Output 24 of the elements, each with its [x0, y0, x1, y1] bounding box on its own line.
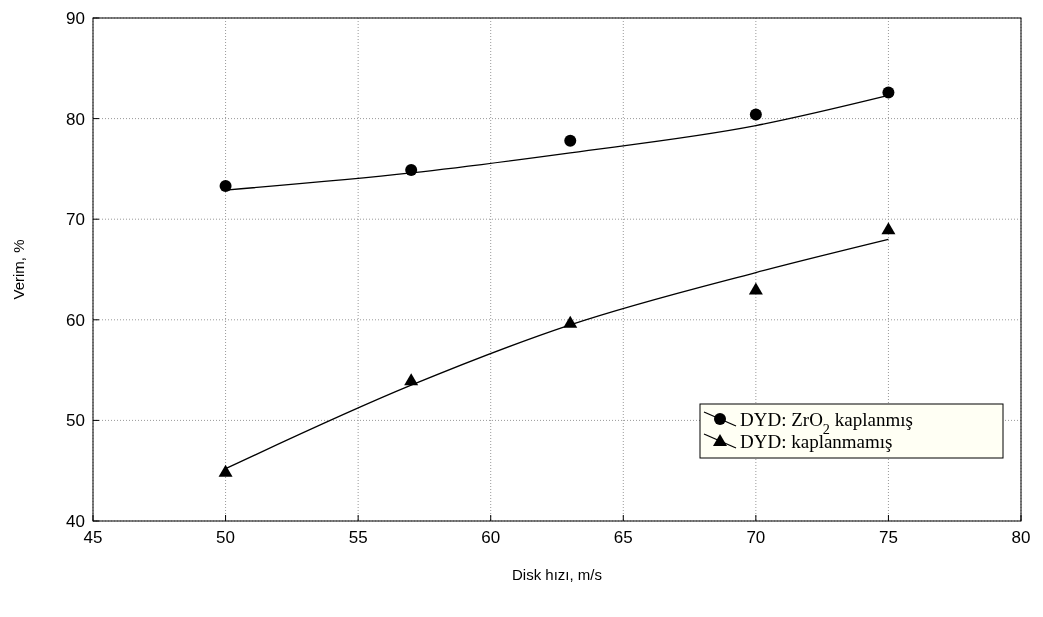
y-tick-label: 90 — [66, 9, 85, 28]
y-tick-label: 60 — [66, 310, 85, 330]
point — [748, 282, 763, 295]
legend-label: DYD: kaplanmamış — [740, 431, 893, 452]
x-tick-label: 50 — [216, 528, 236, 547]
x-tick-label: 70 — [746, 528, 766, 547]
point — [219, 180, 232, 192]
x-tick-label: 60 — [481, 528, 501, 547]
point — [749, 108, 762, 121]
x-tick-label: 65 — [613, 528, 633, 547]
y-tick-label: 40 — [66, 512, 85, 531]
y-tick-label: 70 — [66, 210, 85, 230]
y-tick-label: 50 — [66, 411, 85, 431]
point — [882, 86, 895, 99]
point — [564, 134, 577, 147]
x-tick-label: 80 — [1011, 528, 1031, 547]
point — [218, 464, 233, 477]
x-tick-label: 55 — [348, 528, 368, 547]
x-tick-label: 45 — [83, 528, 103, 547]
y-axis-title: Verim, % — [10, 239, 27, 300]
point — [881, 222, 896, 235]
y-tick-label: 80 — [66, 109, 85, 129]
x-tick-label: 75 — [878, 528, 898, 547]
x-axis-title: Disk hızı, m/s — [511, 566, 603, 583]
